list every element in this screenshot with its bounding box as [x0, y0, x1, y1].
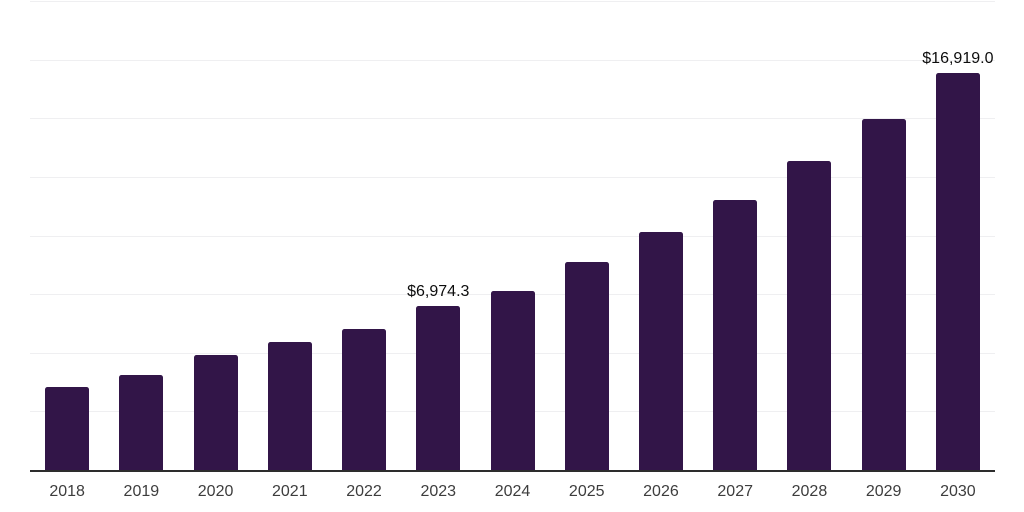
data-label-2030: $16,919.0 [922, 50, 994, 68]
bar-2028 [787, 161, 832, 470]
x-tick-2021: 2021 [272, 483, 308, 500]
x-axis-line [30, 470, 995, 472]
x-tick-2025: 2025 [568, 483, 605, 500]
bar-2023 [416, 306, 461, 470]
bar-2026 [638, 232, 683, 470]
x-tick-2030: 2030 [940, 483, 976, 500]
x-tick-2027: 2027 [717, 483, 753, 500]
gridline [30, 1, 995, 2]
bar-2027 [713, 200, 758, 470]
x-tick-2023: 2023 [420, 483, 457, 500]
bar-2025 [564, 262, 609, 470]
bar-2022 [342, 329, 387, 470]
bar-2030 [935, 73, 980, 470]
bar-2029 [861, 119, 906, 470]
plot-area: $6,974.3 $16,919.0 [30, 1, 995, 472]
data-label-2023: $6,974.3 [407, 283, 470, 301]
gridline [30, 59, 995, 61]
gridline [30, 176, 995, 178]
bar-2018 [45, 387, 90, 470]
x-tick-2028: 2028 [791, 483, 828, 500]
x-tick-2022: 2022 [346, 483, 382, 500]
x-tick-2020: 2020 [197, 483, 234, 500]
bar-2021 [267, 341, 312, 470]
gridline [30, 235, 995, 237]
gridline [30, 118, 995, 120]
bar-2024 [490, 291, 535, 470]
x-tick-2019: 2019 [123, 483, 160, 500]
x-tick-2024: 2024 [494, 483, 531, 500]
x-tick-2029: 2029 [865, 483, 902, 500]
bar-2020 [193, 355, 238, 470]
bar-2019 [119, 375, 164, 470]
x-tick-2018: 2018 [49, 483, 85, 500]
x-tick-2026: 2026 [643, 483, 679, 500]
x-axis-ticks: 2018 2019 2020 2021 2022 2023 2024 2025 2026 2027… [30, 483, 995, 503]
